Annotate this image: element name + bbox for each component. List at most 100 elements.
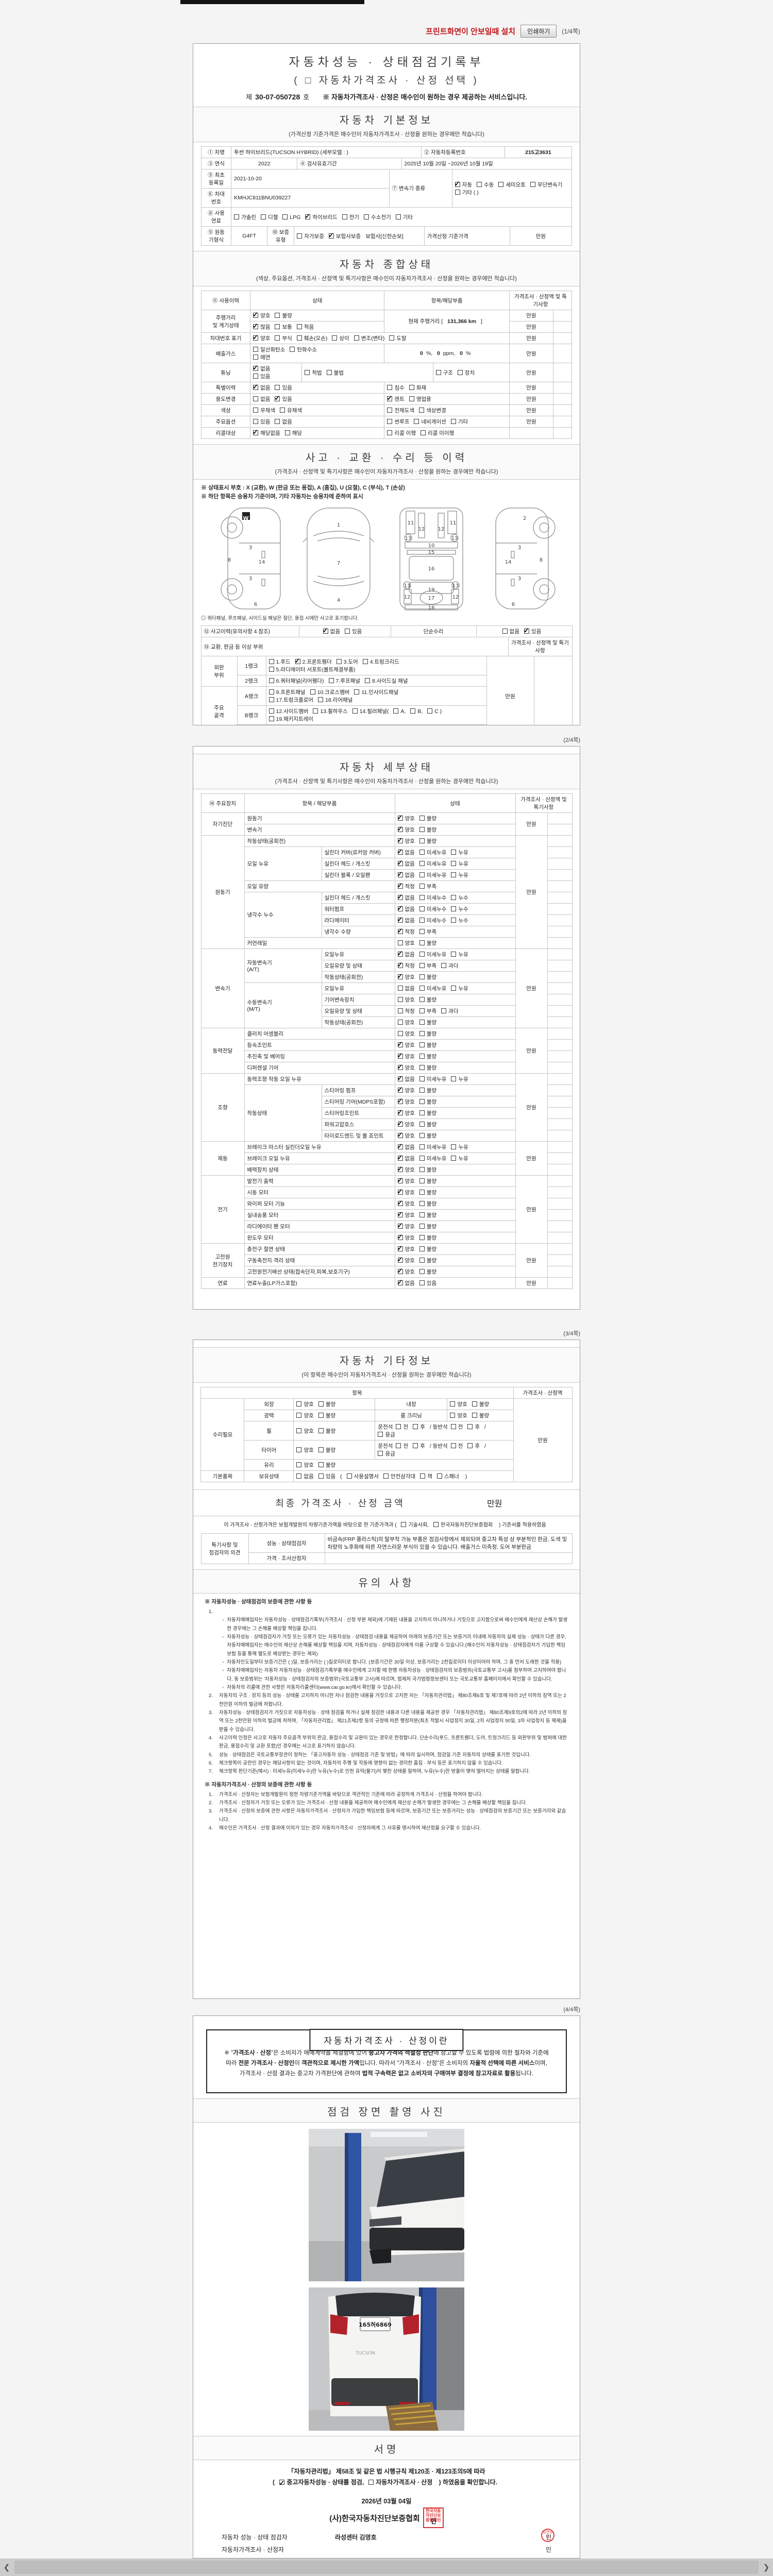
unchecked-checkbox-icon [310, 689, 315, 694]
checked-checkbox-icon [253, 322, 259, 330]
unchecked-checkbox-icon [401, 1522, 407, 1527]
checkbox-option: 양호 [397, 1040, 415, 1049]
unchecked-checkbox-icon [414, 419, 419, 424]
checkbox-option: 훼손(오손) [296, 334, 327, 342]
caution-block-heading: ※ 자동차성능 · 상태점검의 보증에 관한 사항 등 [205, 1599, 312, 1605]
caution-bullet: 자동차인도일부터 보증기간은 ( )일, 보증거리는 ( )킬로미터로 합니다.… [222, 1658, 568, 1667]
price-definition-title: 자동차가격조사 · 산정이란 [309, 2029, 464, 2051]
checkbox-option: 9.프론트패널 [268, 688, 306, 696]
unchecked-checkbox-icon [419, 1167, 425, 1172]
page-indicator-1: (1/4쪽) [562, 28, 580, 35]
scroll-left-arrow[interactable]: ❮ [3, 2563, 10, 2572]
checkbox-option: 잭 [420, 1472, 432, 1480]
checkbox-option: 불량 [419, 1098, 436, 1106]
option-text: 이 가격조사 · 산정가격은 보험개발원의 차량기준가액을 바탕으로 한 기준가… [224, 1522, 398, 1528]
checkbox-option: 미세누유 [419, 1155, 446, 1162]
print-button[interactable]: 인쇄하기 [520, 25, 557, 38]
checkbox-option: 썬루프 [387, 418, 409, 426]
unchecked-checkbox-icon [419, 1065, 425, 1070]
checkbox-option: 불량 [419, 1211, 436, 1219]
checkbox-option: 불량 [419, 939, 436, 947]
checkbox-option: 불량 [318, 1461, 335, 1469]
unchecked-checkbox-icon [318, 1447, 324, 1452]
table-cell: 배출가스 [200, 344, 251, 363]
unchecked-checkbox-icon [419, 1280, 425, 1285]
checkbox-option: 있음 [274, 394, 292, 403]
checkbox-option: 유채색 [280, 406, 302, 414]
checkbox-option: 양호 [296, 1400, 314, 1408]
scrollbar-thumb[interactable] [14, 2561, 759, 2574]
table-cell: 단순수리 [390, 625, 477, 637]
unchecked-checkbox-icon [472, 1401, 477, 1406]
value-text: 0 [437, 350, 440, 357]
overall-state-header: ⑪ 사용이력 상태 항목/해당부품 가격조사 · 산정액 및 특기사항 [193, 291, 580, 310]
table-cell: 적법 불법 [301, 363, 433, 382]
table-cell: 상태 [250, 291, 385, 310]
table-cell: ⑤ 최초 등록일 [200, 169, 232, 189]
table-cell: 전체도색 색상변경 [384, 404, 510, 416]
table-cell: 주요옵션 [200, 416, 251, 428]
svg-text:14: 14 [505, 560, 512, 565]
unchecked-checkbox-icon [530, 181, 535, 187]
unchecked-checkbox-icon [419, 1144, 425, 1149]
unchecked-checkbox-icon [457, 369, 463, 375]
option-text: 현재 주행거리 [ [408, 318, 445, 325]
page-indicator-4: (4/4쪽) [563, 2007, 580, 2013]
table-cell: 성능 · 상태점검자 [248, 1533, 325, 1553]
unchecked-checkbox-icon [387, 385, 393, 390]
checkbox-option: 세미오토 [498, 181, 526, 189]
checkbox-option: 7.루프패널 [328, 677, 360, 685]
basic-info-table: ① 차명 투싼 하이브리드(TUCSON HYBRID) (세부모델 : ) ② 자… [193, 146, 580, 246]
checkbox-option: 해당 [284, 429, 302, 437]
table-row: 색상 무채색 유채색 전체도색 색상변경 만원 [200, 404, 573, 416]
checkbox-option: 없음 [253, 383, 270, 392]
checkbox-option: 4.트렁크리드 [362, 658, 399, 666]
checkbox-option: 적법 [305, 369, 322, 377]
unchecked-checkbox-icon [435, 369, 441, 375]
checkbox-option: 응급 [378, 1450, 395, 1458]
checked-checkbox-icon [397, 814, 403, 822]
table-row: 배출가스 일산화탄소 탄화수소 매연 0%, 0 ppm, 0% 만원 [200, 344, 573, 363]
checkbox-option: 8.사이드실 패널 [364, 677, 408, 685]
checked-checkbox-icon [397, 848, 403, 856]
unchecked-checkbox-icon [419, 1156, 425, 1161]
table-cell: 리콜 이행 리콜 미이행 [384, 427, 510, 439]
checkbox-option: 불량 [275, 312, 292, 319]
scroll-right-arrow[interactable]: ❯ [763, 2563, 770, 2572]
checked-checkbox-icon [253, 428, 259, 436]
unchecked-checkbox-icon [419, 884, 425, 889]
unchecked-checkbox-icon [354, 335, 359, 341]
checked-checkbox-icon [397, 1244, 403, 1252]
seal-suffix: 인 [545, 2546, 551, 2554]
checkbox-option: 양호 [397, 836, 415, 845]
unchecked-checkbox-icon [498, 181, 504, 187]
checkbox-option: 해당없음 [253, 428, 280, 437]
document-subtitle: ( □ 자동차가격조사 · 산정 선택 ) [294, 75, 479, 86]
checkbox-option: 기타 [395, 213, 413, 221]
unchecked-checkbox-icon [275, 324, 280, 329]
table-cell: 차대번호 표기 [200, 332, 251, 344]
install-notice-link[interactable]: 프린트화면이 안보일때 설치 [426, 27, 516, 36]
checkbox-option: 11.인사이드패널 [354, 688, 398, 696]
table-cell: B랭크 [237, 705, 266, 725]
table-cell: 색상 [200, 404, 251, 416]
svg-text:10: 10 [428, 543, 435, 549]
table-cell: 특기사항 및 점검자의 의견 [200, 1533, 249, 1564]
checked-checkbox-icon [253, 311, 259, 319]
table-cell: 가격 · 조사산정자 [248, 1552, 325, 1564]
checked-checkbox-icon [253, 383, 259, 391]
unchecked-checkbox-icon [389, 335, 395, 341]
unchecked-checkbox-icon [318, 1401, 324, 1406]
unchecked-checkbox-icon [253, 374, 259, 379]
option-text: ] [479, 318, 482, 325]
unchecked-checkbox-icon [451, 872, 457, 877]
table-cell: ⑦ 변속기 종류 [389, 169, 452, 208]
table-cell: 보유상태 [244, 1470, 294, 1482]
checkbox-option: 미세누수 [419, 917, 446, 924]
table-cell: 양호 불량 [250, 310, 385, 321]
table-cell: 1.후드 2.프론트휀더 3.도어 4.트렁크리드 5.라디에이터 서포트(볼트체결부품… [265, 656, 487, 675]
